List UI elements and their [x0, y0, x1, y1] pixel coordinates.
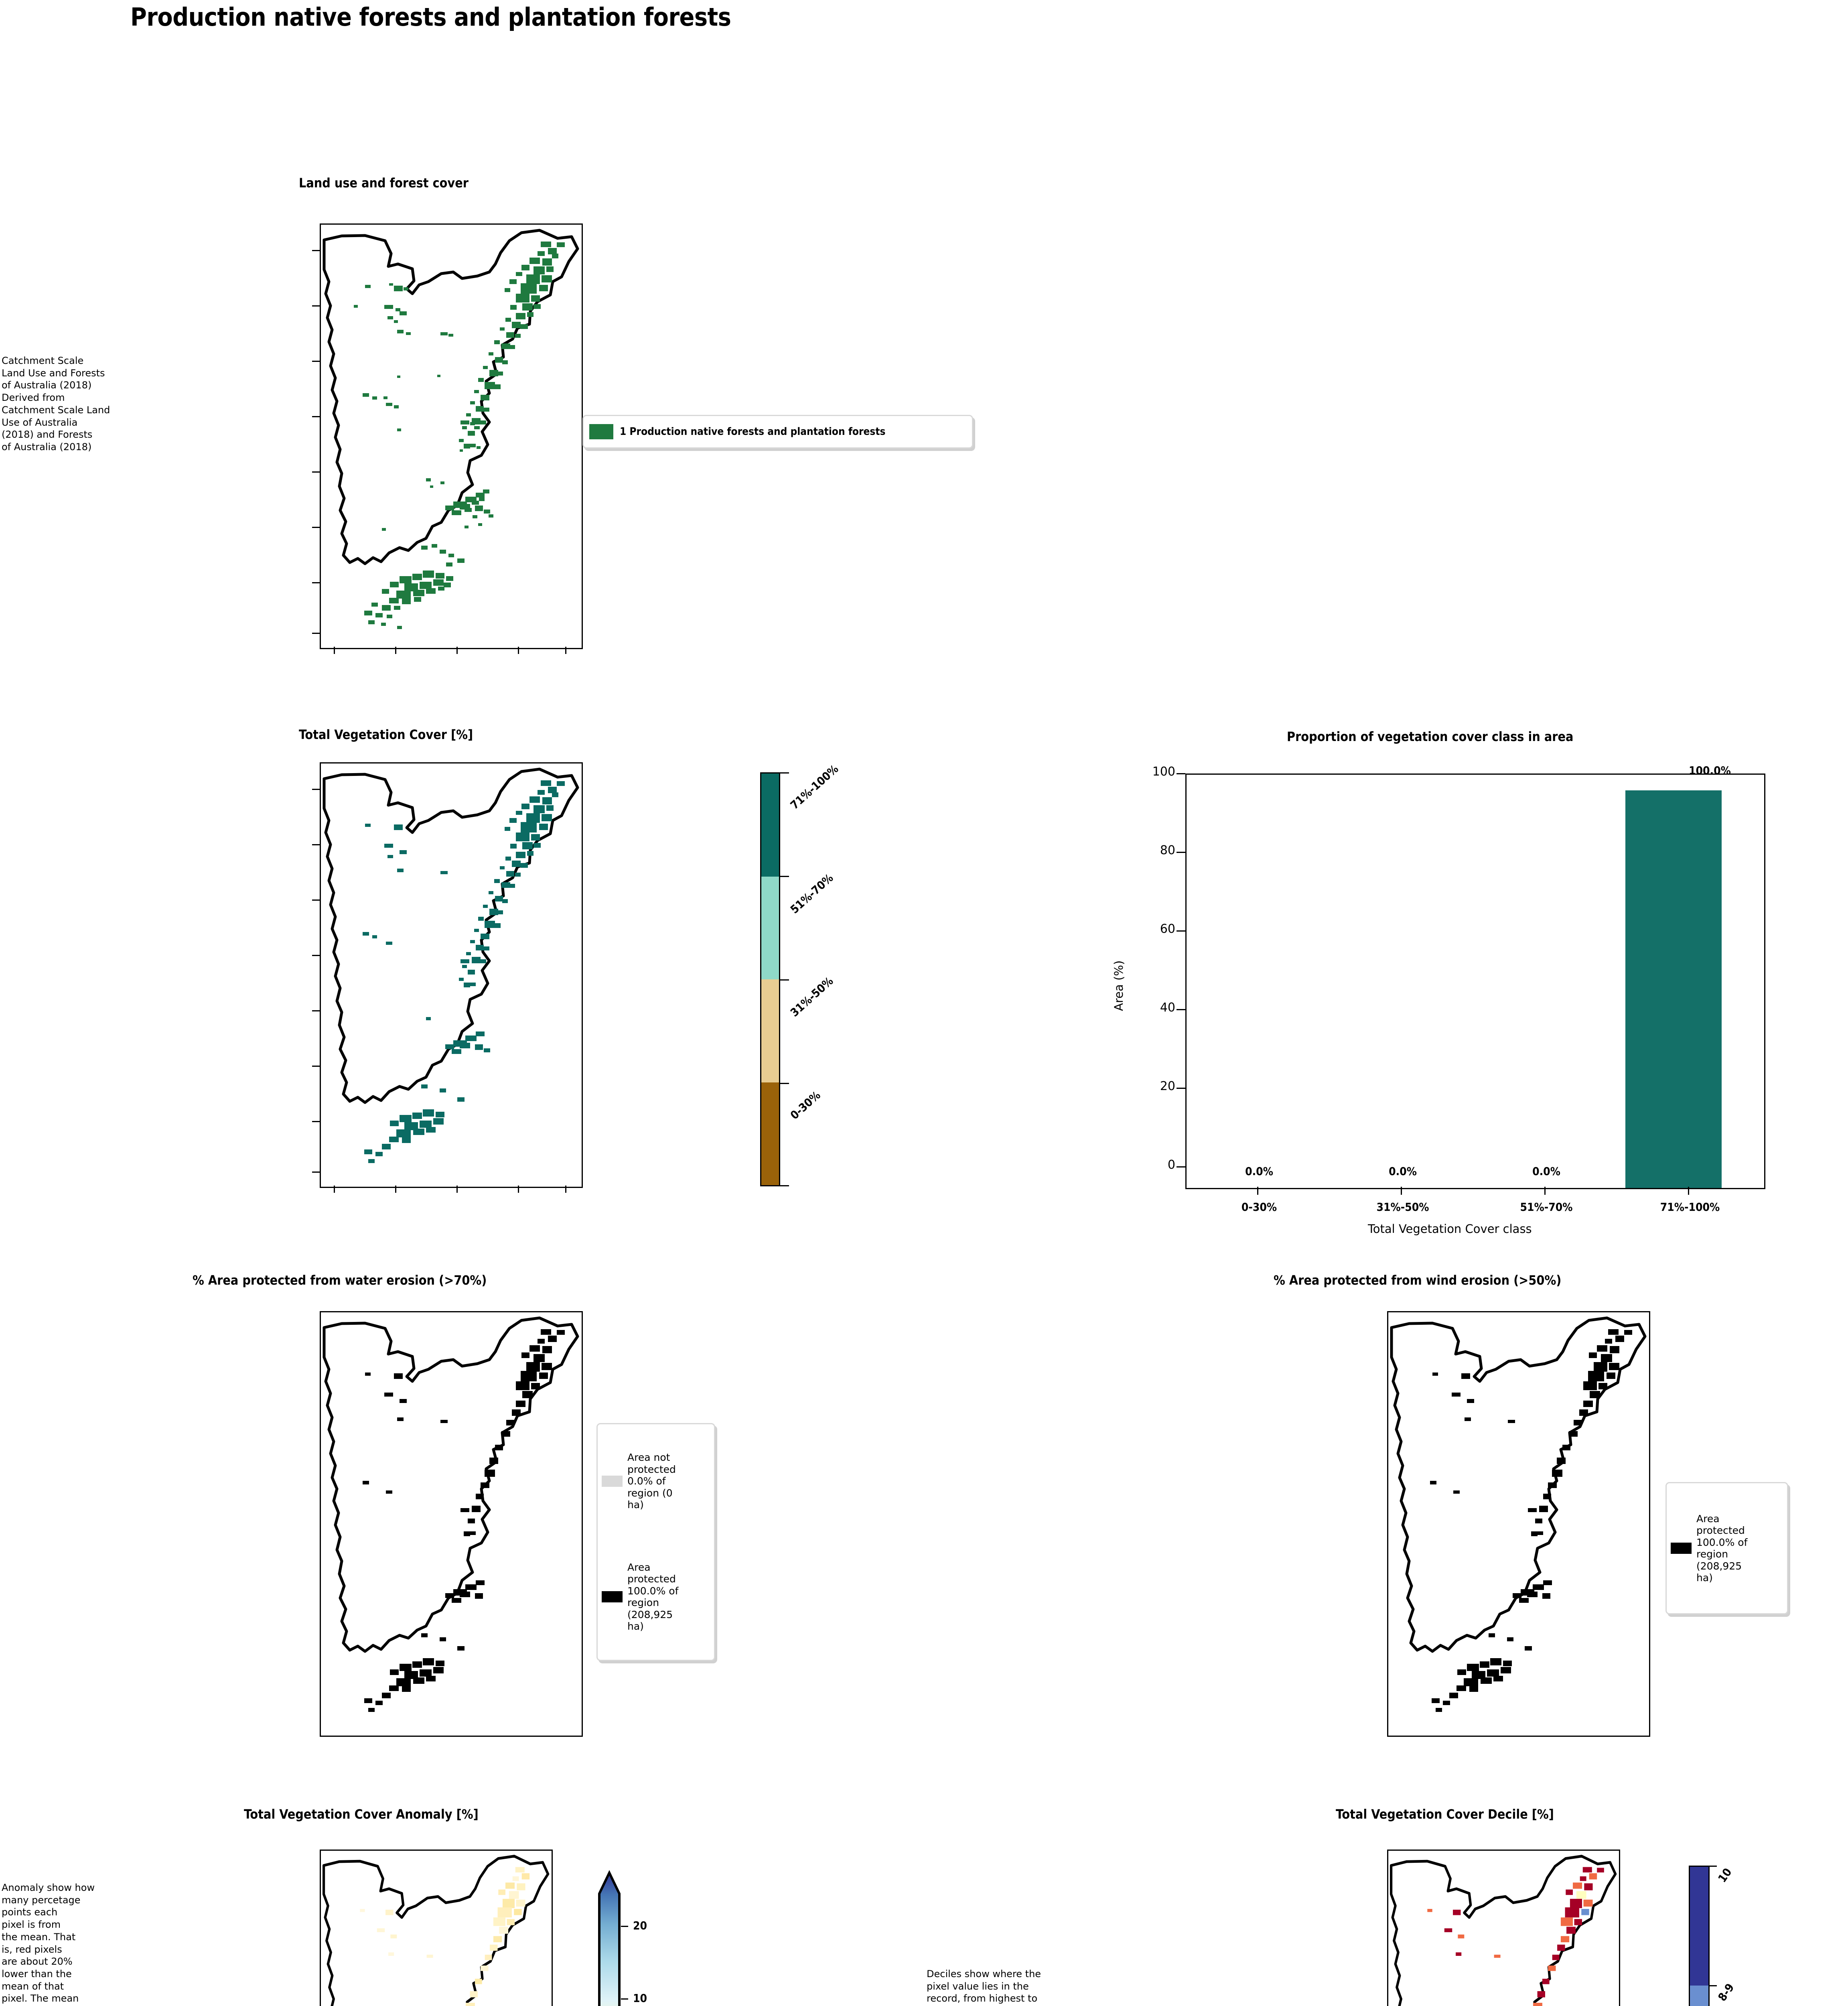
- barval-51-70: 0.0%: [1532, 1165, 1560, 1178]
- land-use-legend[interactable]: 1 Production native forests and plantati…: [582, 415, 973, 449]
- anom-tick-20: 20: [633, 1919, 647, 1932]
- land-use-map-svg: [323, 229, 579, 629]
- land-use-map[interactable]: [320, 223, 583, 649]
- bar-71-100[interactable]: [1625, 790, 1722, 1188]
- water-erosion-map[interactable]: [320, 1311, 583, 1737]
- wind-protected-label: Area protected 100.0% of region (208,925…: [1696, 1513, 1748, 1584]
- xtick-0-30: 0-30%: [1241, 1200, 1277, 1214]
- anomaly-map[interactable]: [320, 1850, 553, 2006]
- veg-map-xticks: [320, 1186, 580, 1198]
- page-title: Production native forests and plantation…: [130, 2, 731, 32]
- ytick-80: 80: [1160, 843, 1175, 857]
- ytick-40: 40: [1160, 1001, 1175, 1015]
- wind-erosion-map[interactable]: [1387, 1311, 1650, 1737]
- dec-seg-10: [1690, 1867, 1708, 1986]
- bar-chart-title: Proportion of vegetation cover class in …: [1287, 729, 1574, 744]
- forest-class-swatch: [589, 424, 613, 439]
- anomaly-colorbar-ticks: [621, 1870, 701, 2006]
- veg-cover-map[interactable]: [320, 762, 583, 1188]
- veg-map-yticks: [305, 762, 321, 1186]
- bar-chart-xticks: [1185, 1187, 1763, 1197]
- xtick-51-70: 51%-70%: [1520, 1200, 1573, 1214]
- decile-map[interactable]: [1387, 1850, 1620, 2006]
- bar-chart-plot-area[interactable]: [1185, 774, 1765, 1189]
- decile-colorbar-ticks: [1710, 1866, 1790, 2006]
- not-protected-swatch: [602, 1475, 623, 1487]
- barval-71-100: 100.0%: [1689, 764, 1731, 777]
- wind-erosion-legend[interactable]: Area protected 100.0% of region (208,925…: [1665, 1482, 1788, 1614]
- barval-31-50: 0.0%: [1389, 1165, 1417, 1178]
- ytick-100: 100: [1152, 765, 1175, 779]
- barval-0-30: 0.0%: [1245, 1165, 1273, 1178]
- cb-seg-0-30: [761, 1082, 779, 1185]
- not-protected-label: Area not protected 0.0% of region (0 ha): [627, 1452, 676, 1511]
- decile-panel-title: Total Vegetation Cover Decile [%]: [1336, 1807, 1554, 1822]
- cb-seg-31-50: [761, 979, 779, 1082]
- forest-class-label: 1 Production native forests and plantati…: [620, 426, 886, 438]
- bar-chart-yticks: [1177, 773, 1186, 1188]
- water-erosion-map-svg: [323, 1316, 579, 1712]
- xtick-71-100: 71%-100%: [1660, 1200, 1720, 1214]
- decile-colorbar[interactable]: [1689, 1866, 1710, 2006]
- xtick-31-50: 31%-50%: [1376, 1200, 1429, 1214]
- land-use-map-yticks: [305, 223, 321, 647]
- protected-swatch: [602, 1591, 623, 1603]
- land-use-map-xticks: [320, 647, 580, 659]
- decile-map-svg: [1390, 1855, 1617, 2006]
- wind-protected-swatch: [1671, 1543, 1692, 1554]
- land-use-source-note: Catchment Scale Land Use and Forests of …: [2, 355, 110, 453]
- ytick-20: 20: [1160, 1079, 1175, 1093]
- anom-tick-10: 10: [633, 1992, 647, 2005]
- veg-cover-panel-title: Total Vegetation Cover [%]: [299, 727, 473, 742]
- anomaly-map-svg: [322, 1855, 550, 2006]
- dec-seg-8-9: [1690, 1985, 1708, 2006]
- veg-cover-map-svg: [323, 767, 579, 1163]
- bar-chart-ylabel: Area (%): [1112, 960, 1126, 1011]
- decile-help-note: Deciles show where the pixel value lies …: [927, 1968, 1041, 2006]
- protected-label: Area protected 100.0% of region (208,925…: [627, 1561, 679, 1632]
- forest-patches: [354, 242, 565, 629]
- anomaly-panel-title: Total Vegetation Cover Anomaly [%]: [244, 1807, 479, 1822]
- ytick-0: 0: [1167, 1158, 1175, 1172]
- land-use-panel-title: Land use and forest cover: [299, 175, 469, 191]
- ytick-60: 60: [1160, 922, 1175, 936]
- cb-seg-71-100: [761, 774, 779, 877]
- cb-seg-51-70: [761, 876, 779, 979]
- wind-erosion-map-svg: [1390, 1316, 1647, 1712]
- veg-colorbar-ticks: [780, 772, 925, 1186]
- anomaly-colorbar[interactable]: [597, 1870, 622, 2006]
- veg-cover-colorbar[interactable]: [760, 772, 780, 1186]
- wind-erosion-panel-title: % Area protected from wind erosion (>50%…: [1274, 1273, 1562, 1288]
- water-erosion-panel-title: % Area protected from water erosion (>70…: [193, 1273, 487, 1288]
- anomaly-help-note: Anomaly show how many percetage points e…: [2, 1882, 95, 2006]
- water-erosion-legend[interactable]: Area not protected 0.0% of region (0 ha)…: [596, 1423, 715, 1661]
- bar-chart-xlabel: Total Vegetation Cover class: [1368, 1222, 1532, 1236]
